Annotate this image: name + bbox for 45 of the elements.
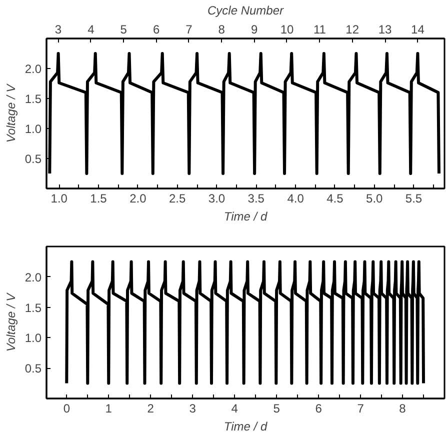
x-tick-label: 1.0 [50, 192, 68, 206]
x-tick-label: 6 [315, 402, 322, 416]
y-tick-label: 0.5 [24, 362, 42, 376]
y-tick-label: 1.5 [24, 92, 42, 106]
x-tick-label: 2.0 [130, 192, 147, 206]
x-tick-label: 7 [357, 402, 364, 416]
x2-tick-label: 4 [88, 22, 95, 36]
x-tick-label: 5.0 [366, 192, 384, 206]
x2-tick-label: 12 [346, 22, 360, 36]
x2-tick-label: 10 [280, 22, 294, 36]
x2-tick-label: 8 [218, 22, 226, 36]
x-tick-label: 2.5 [168, 192, 186, 206]
x-tick-label: 1 [105, 402, 112, 416]
x2-tick-label: 13 [378, 22, 392, 36]
x-tick-label: 4 [231, 402, 238, 416]
y-tick-label: 1.0 [24, 122, 42, 136]
x2-tick-label: 9 [250, 22, 258, 36]
x-tick-label: 2 [147, 402, 154, 416]
y-tick-label: 1.0 [24, 331, 42, 346]
x-tick-label: 4.5 [326, 192, 344, 206]
x-tick-label: 3.5 [248, 192, 265, 206]
x2-axis-title: Cycle Number [207, 4, 285, 18]
y-tick-label: 1.5 [24, 300, 42, 315]
x2-tick-label: 6 [152, 22, 160, 36]
x2-tick-label: 5 [120, 22, 128, 36]
y-axis-title: Voltage / V [4, 83, 18, 143]
x2-tick-label: 14 [411, 22, 425, 36]
x-axis-title: Time / d [224, 420, 268, 434]
x-tick-label: 5 [273, 402, 280, 416]
x-tick-label: 5.5 [405, 192, 422, 206]
x-axis-title: Time / d [224, 210, 268, 224]
line-series [65, 260, 426, 385]
y-tick-label: 2.0 [24, 62, 42, 76]
x-tick-label: 3.0 [208, 192, 226, 206]
x-tick-label: 1.5 [90, 192, 108, 206]
y-tick-label: 2.0 [24, 270, 42, 284]
x-tick-label: 4.0 [287, 192, 304, 206]
x2-tick-label: 7 [186, 22, 193, 36]
x-tick-label: 8 [399, 402, 406, 416]
y-axis-title: Voltage / V [4, 292, 18, 352]
x-tick-label: 0 [63, 402, 70, 416]
x-tick-label: 3 [189, 402, 196, 416]
y-tick-label: 0.5 [24, 152, 42, 166]
x2-tick-label: 11 [313, 22, 326, 36]
x2-tick-label: 3 [54, 22, 62, 36]
